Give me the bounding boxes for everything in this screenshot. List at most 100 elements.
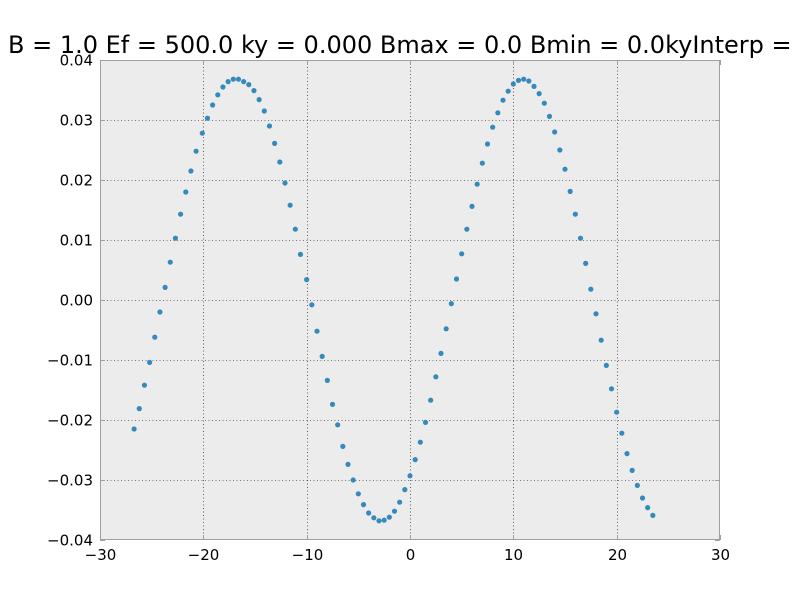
x-tick-label: −30 (85, 546, 117, 564)
x-tick-label: 0 (406, 546, 416, 564)
data-point (464, 226, 470, 232)
y-tick-label: 0.00 (60, 292, 93, 310)
data-point (603, 362, 609, 368)
data-point (360, 502, 367, 508)
data-point (577, 235, 584, 241)
data-point (417, 439, 423, 445)
data-point (629, 467, 635, 473)
data-point (531, 83, 537, 89)
data-point (598, 337, 604, 343)
data-point (314, 328, 320, 334)
data-point (619, 430, 625, 436)
data-point (515, 77, 522, 83)
data-point (376, 518, 382, 524)
data-point (261, 108, 267, 114)
grid-lines (100, 60, 720, 540)
data-point (541, 100, 547, 106)
data-point (453, 276, 460, 282)
data-point (282, 180, 288, 186)
data-point (292, 226, 298, 232)
y-tick-label: 0.03 (60, 112, 93, 130)
data-point (521, 76, 527, 82)
data-point (536, 91, 542, 97)
data-point (459, 251, 465, 257)
data-point (428, 397, 434, 403)
data-point (422, 419, 429, 425)
data-point (225, 79, 231, 85)
data-point (335, 422, 341, 428)
tick-labels: −30 −20 −10 0 10 20 30 −0.04 −0.03 −0.02 −0.01 0.00… (47, 52, 730, 565)
x-tick-label: 20 (608, 546, 627, 564)
data-point (552, 129, 558, 135)
axes-frame (100, 60, 720, 540)
data-point (157, 309, 163, 315)
data-point (297, 251, 304, 257)
data-point (397, 499, 403, 505)
data-point (391, 508, 398, 514)
data-point (474, 181, 480, 187)
data-point (319, 353, 325, 359)
data-point (272, 140, 278, 146)
data-point (484, 141, 491, 147)
data-point (572, 211, 578, 217)
y-tick-label: 0.02 (60, 172, 93, 190)
x-tick-label: −20 (188, 546, 220, 564)
data-point (495, 110, 501, 116)
data-point (215, 92, 221, 98)
data-point (567, 188, 573, 194)
data-point (593, 311, 599, 317)
y-tick-label: −0.03 (47, 472, 93, 490)
data-point (371, 515, 377, 521)
data-point (340, 443, 346, 449)
data-point (220, 84, 226, 90)
data-point (178, 211, 184, 217)
data-point (251, 88, 257, 94)
data-point (639, 495, 646, 501)
data-point (438, 350, 444, 356)
data-point (162, 284, 168, 290)
data-point (152, 334, 158, 340)
data-point (557, 147, 563, 153)
data-point (350, 477, 356, 483)
y-tick-label: −0.04 (47, 532, 93, 550)
data-point (448, 301, 454, 307)
data-point (287, 202, 293, 208)
data-point (562, 166, 568, 172)
x-tick-label: 10 (504, 546, 523, 564)
data-point (479, 160, 485, 166)
data-point (526, 78, 532, 84)
plot-area (100, 60, 720, 540)
data-point (230, 76, 236, 82)
data-point (608, 386, 615, 392)
data-point (136, 406, 142, 412)
data-point (188, 168, 194, 174)
data-point (147, 359, 153, 365)
data-point (490, 124, 496, 130)
data-point (505, 88, 511, 94)
data-point (329, 401, 336, 407)
data-point (141, 382, 148, 388)
data-point (500, 97, 506, 103)
x-tick-label: 30 (711, 546, 730, 564)
data-point (204, 115, 211, 121)
data-point (172, 235, 179, 241)
data-point (386, 514, 392, 520)
data-point (183, 189, 189, 195)
data-point (443, 326, 449, 332)
data-point (246, 82, 252, 88)
data-point (309, 302, 315, 308)
data-point (469, 203, 475, 209)
data-point (546, 113, 553, 119)
y-tick-label: −0.01 (47, 352, 93, 370)
data-point (131, 426, 137, 432)
data-point (407, 473, 413, 479)
data-point (650, 512, 656, 519)
data-points (131, 76, 656, 524)
data-point (433, 374, 439, 380)
data-point (167, 259, 173, 265)
data-point (324, 377, 330, 383)
data-point (645, 505, 651, 511)
data-point (199, 130, 205, 136)
